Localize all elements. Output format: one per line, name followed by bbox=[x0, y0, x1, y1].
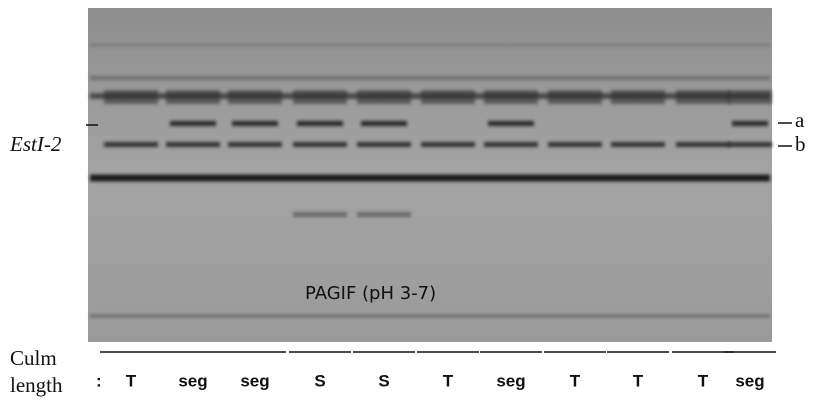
gel-band bbox=[676, 142, 730, 147]
gel-band bbox=[228, 142, 282, 147]
lane-label: T bbox=[126, 371, 137, 390]
marker-label: EstI-2 bbox=[9, 132, 62, 156]
lane-label: seg bbox=[240, 371, 269, 390]
gel-band bbox=[728, 90, 772, 104]
gel-band bbox=[484, 90, 538, 104]
gel-band bbox=[728, 142, 772, 147]
gel-band bbox=[484, 142, 538, 147]
row-label: Culm bbox=[10, 346, 57, 370]
gel-band bbox=[104, 142, 158, 147]
gel-band bbox=[293, 90, 347, 104]
gel-band bbox=[232, 121, 278, 126]
gel-band bbox=[90, 76, 770, 80]
gel-band bbox=[170, 121, 216, 126]
lane-label: T bbox=[443, 371, 454, 390]
gel-band bbox=[548, 142, 602, 147]
gel-band bbox=[676, 90, 730, 104]
gel-band bbox=[90, 314, 770, 318]
gel-band bbox=[421, 90, 475, 104]
lane-prefix: : bbox=[96, 371, 102, 390]
gel-band bbox=[611, 142, 665, 147]
gel-band bbox=[361, 121, 407, 126]
gel-band bbox=[228, 90, 282, 104]
gel-band bbox=[90, 174, 770, 182]
gel-band bbox=[293, 212, 347, 217]
lane-label: T bbox=[633, 371, 644, 390]
lane-label: T bbox=[698, 371, 709, 390]
gel-band bbox=[611, 90, 665, 104]
gel-band bbox=[90, 43, 770, 47]
gel-band bbox=[488, 121, 534, 126]
band-label: a bbox=[795, 108, 805, 132]
gel-band bbox=[357, 142, 411, 147]
gel-band bbox=[548, 90, 602, 104]
gel-band bbox=[421, 142, 475, 147]
gel-image bbox=[88, 8, 772, 342]
lane-label: T bbox=[570, 371, 581, 390]
gel-band bbox=[297, 121, 343, 126]
gel-band bbox=[293, 142, 347, 147]
lane-label: S bbox=[314, 371, 325, 390]
gel-band bbox=[357, 212, 411, 217]
gel-band bbox=[732, 121, 768, 126]
gel-band bbox=[166, 90, 220, 104]
lane-label: S bbox=[378, 371, 389, 390]
band-label: b bbox=[795, 132, 806, 156]
gel-band bbox=[357, 90, 411, 104]
lane-label: seg bbox=[735, 371, 764, 390]
row-label: length bbox=[10, 373, 63, 397]
gel-band bbox=[166, 142, 220, 147]
gel-band bbox=[104, 90, 158, 104]
gel-caption: PAGIF (pH 3-7) bbox=[305, 283, 436, 304]
lane-label: seg bbox=[496, 371, 525, 390]
lane-label: seg bbox=[178, 371, 207, 390]
